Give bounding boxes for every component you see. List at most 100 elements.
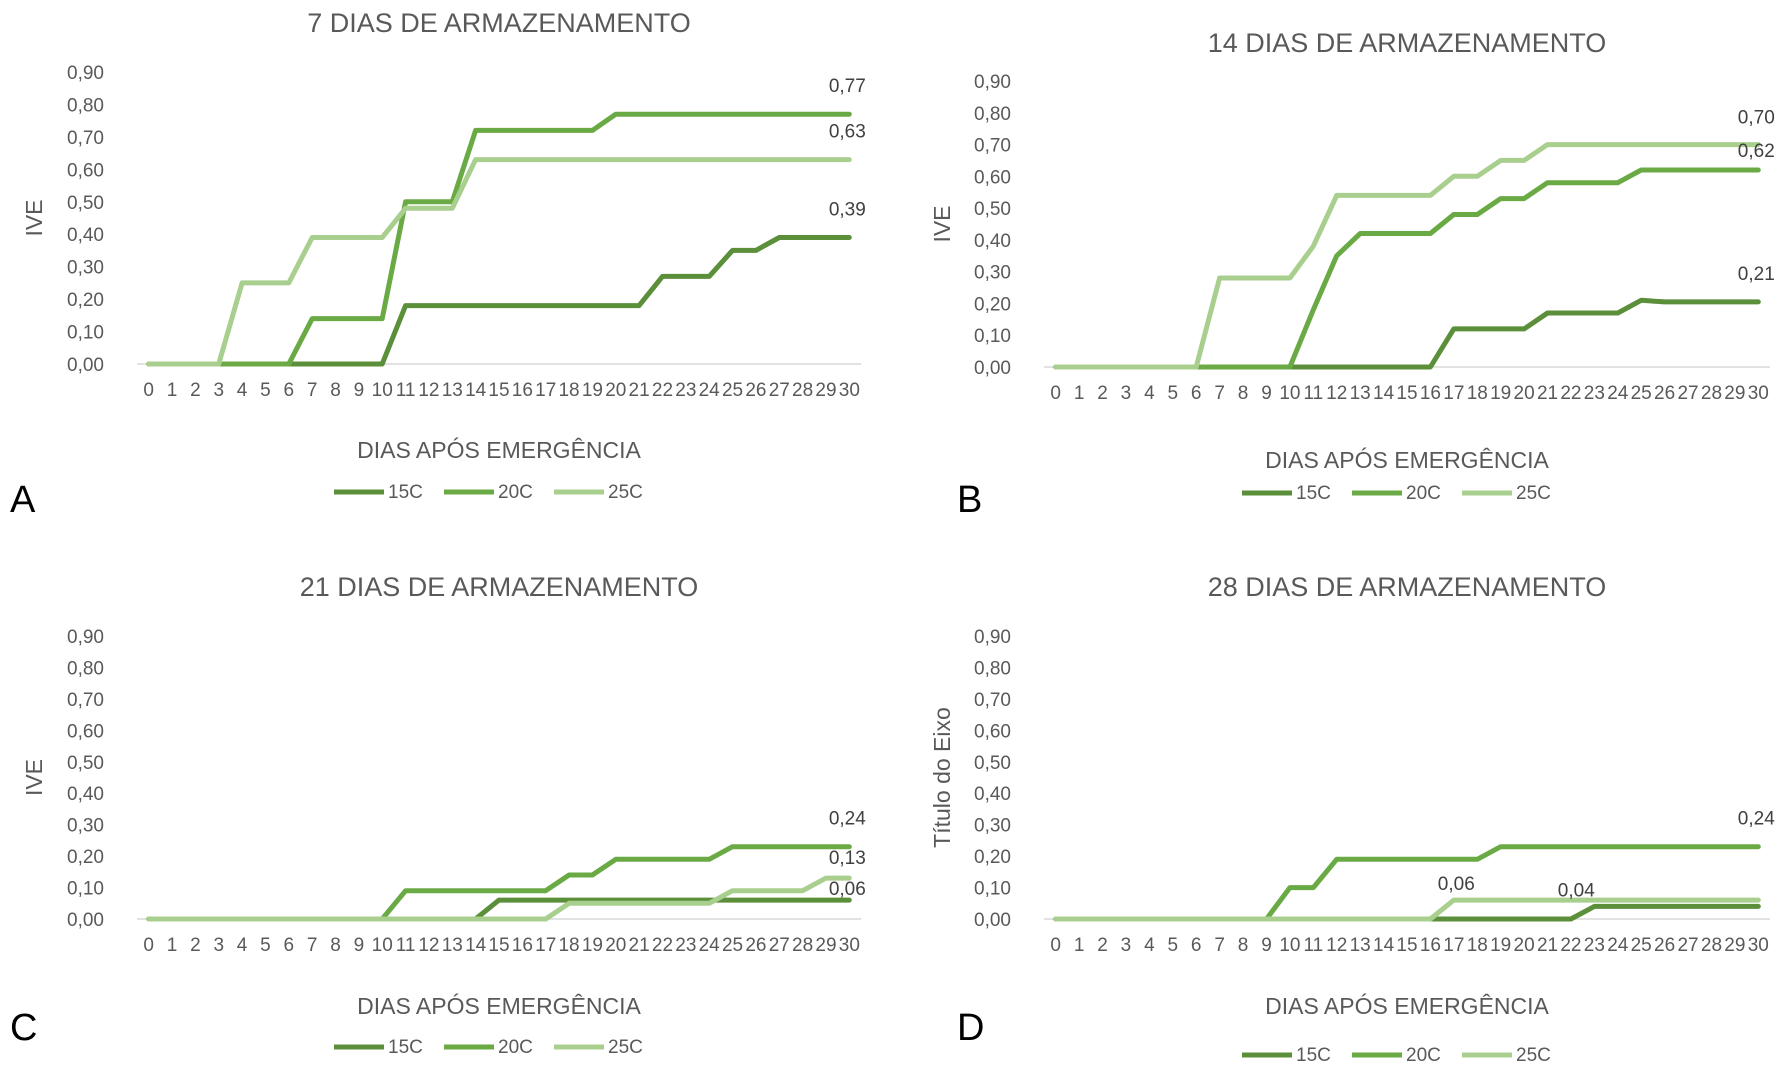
x-tick-label: 3 [213, 935, 224, 956]
x-tick-label: 28 [792, 380, 813, 401]
x-tick-label: 1 [167, 380, 178, 401]
x-tick-label: 30 [839, 935, 860, 956]
data-label-25c: 0,63 [829, 122, 866, 143]
legend-item-20c[interactable]: 20C [1352, 483, 1441, 504]
x-tick-label: 22 [1560, 383, 1581, 404]
y-tick-label: 0,10 [974, 326, 1011, 347]
legend-item-25c[interactable]: 25C [1462, 483, 1551, 504]
y-tick-label: 0,00 [974, 910, 1011, 931]
x-tick-label: 30 [1748, 383, 1769, 404]
x-tick-label: 0 [1050, 935, 1061, 956]
x-tick-label: 5 [1168, 935, 1179, 956]
x-tick-label: 14 [465, 380, 487, 401]
x-tick-label: 25 [722, 380, 743, 401]
legend-label: 25C [1516, 1045, 1551, 1066]
x-tick-label: 23 [675, 380, 696, 401]
x-tick-label: 26 [745, 935, 766, 956]
x-tick-label: 17 [1443, 383, 1464, 404]
x-tick-label: 28 [1701, 935, 1722, 956]
legend-item-15c[interactable]: 15C [1242, 483, 1331, 504]
x-tick-label: 4 [1144, 383, 1155, 404]
chart-panel-b: 14 DIAS DE ARMAZENAMENTO 0,00 0,10 0,20 0,30… [929, 28, 1775, 521]
data-label-15c: 0,39 [829, 199, 866, 220]
x-tick-label: 2 [190, 380, 201, 401]
legend-item-15c[interactable]: 15C [334, 1037, 423, 1058]
x-axis-title: DIAS APÓS EMERGÊNCIA [357, 437, 641, 463]
y-tick-label: 0,90 [67, 63, 104, 84]
legend-label: 20C [498, 482, 533, 503]
legend-item-25c[interactable]: 25C [554, 1037, 643, 1058]
x-tick-label: 26 [1654, 935, 1675, 956]
y-axis-title: Título do Eixo [929, 707, 955, 848]
x-tick-label: 26 [745, 380, 766, 401]
x-tick-label: 21 [629, 935, 650, 956]
legend-item-20c[interactable]: 20C [444, 482, 533, 503]
x-tick-label: 30 [1748, 935, 1769, 956]
x-tick-label: 12 [418, 935, 439, 956]
y-tick-label: 0,30 [67, 258, 104, 279]
data-label-20c: 0,24 [1738, 809, 1775, 830]
legend-label: 20C [1406, 1045, 1441, 1066]
x-tick-label: 23 [1584, 935, 1605, 956]
y-tick-label: 0,60 [974, 167, 1011, 188]
legend-item-15c[interactable]: 15C [1242, 1045, 1331, 1066]
x-tick-label: 11 [1303, 383, 1323, 404]
x-tick-label: 11 [1303, 935, 1323, 956]
series-line-20c [1053, 167, 1761, 370]
x-tick-label: 15 [488, 380, 509, 401]
x-tick-label: 18 [558, 380, 579, 401]
x-tick-label: 1 [1074, 383, 1085, 404]
series-line-25c [1053, 897, 1761, 922]
legend-item-15c[interactable]: 15C [334, 482, 423, 503]
y-tick-label: 0,20 [67, 847, 104, 868]
x-tick-label: 19 [1490, 383, 1511, 404]
x-tick-label: 13 [1350, 383, 1371, 404]
x-tick-label: 8 [330, 935, 341, 956]
data-label-25c: 0,06 [1438, 874, 1475, 895]
legend-label: 25C [608, 1037, 643, 1058]
x-tick-label: 8 [330, 380, 341, 401]
series-line-15c [1053, 297, 1761, 370]
x-tick-label: 0 [143, 380, 154, 401]
x-tick-label: 22 [1560, 935, 1581, 956]
x-tick-label: 3 [213, 380, 224, 401]
legend-item-25c[interactable]: 25C [1462, 1045, 1551, 1066]
x-tick-label: 9 [1261, 935, 1272, 956]
chart-panel-a: 7 DIAS DE ARMAZENAMENTO 0,00 0,10 0,20 0,30 0… [10, 8, 866, 521]
legend-item-20c[interactable]: 20C [1352, 1045, 1441, 1066]
x-tick-label: 11 [396, 380, 416, 401]
y-tick-label: 0,70 [974, 136, 1011, 157]
x-tick-label: 20 [1514, 935, 1535, 956]
legend-label: 20C [1406, 483, 1441, 504]
data-label-20c: 0,24 [829, 809, 866, 830]
series-line-15c [146, 235, 852, 367]
legend-item-25c[interactable]: 25C [554, 482, 643, 503]
x-tick-label: 12 [418, 380, 439, 401]
series-line-25c [146, 875, 852, 922]
x-tick-label: 7 [1214, 935, 1225, 956]
legend-label: 15C [388, 1037, 423, 1058]
x-tick-label: 17 [1443, 935, 1464, 956]
x-tick-label: 28 [1701, 383, 1722, 404]
y-tick-label: 0,40 [974, 231, 1011, 252]
y-tick-label: 0,50 [974, 753, 1011, 774]
x-tick-label: 18 [558, 935, 579, 956]
x-tick-label: 23 [1584, 383, 1605, 404]
legend-item-20c[interactable]: 20C [444, 1037, 533, 1058]
y-axis-title: IVE [21, 199, 47, 236]
y-tick-label: 0,90 [974, 72, 1011, 93]
x-tick-label: 24 [1607, 935, 1629, 956]
y-tick-label: 0,80 [974, 104, 1011, 125]
x-tick-label: 16 [512, 380, 533, 401]
y-tick-label: 0,30 [974, 816, 1011, 837]
y-tick-label: 0,80 [67, 95, 104, 116]
x-tick-label: 25 [1631, 383, 1652, 404]
x-tick-label: 6 [284, 380, 295, 401]
y-tick-label: 0,30 [974, 263, 1011, 284]
chart-title: 7 DIAS DE ARMAZENAMENTO [307, 8, 691, 38]
y-tick-label: 0,10 [67, 323, 104, 344]
x-tick-label: 10 [372, 935, 393, 956]
x-tick-label: 27 [1677, 383, 1698, 404]
x-tick-label: 23 [675, 935, 696, 956]
